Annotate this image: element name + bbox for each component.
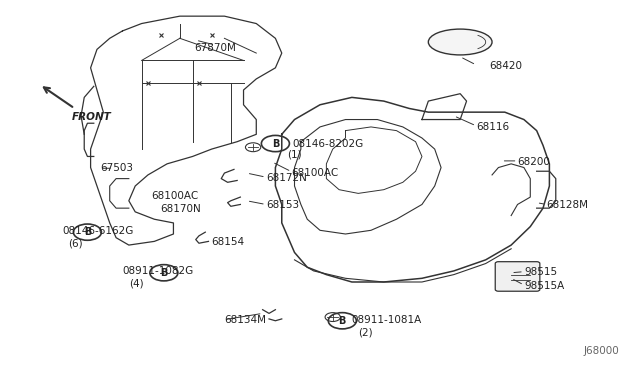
Text: 68128M: 68128M <box>546 200 588 210</box>
Text: B: B <box>272 138 279 148</box>
Text: 68134M: 68134M <box>225 315 266 325</box>
Text: B: B <box>160 268 168 278</box>
Text: 98515: 98515 <box>524 267 557 277</box>
FancyBboxPatch shape <box>495 262 540 291</box>
Text: 68154: 68154 <box>212 237 244 247</box>
Text: 67503: 67503 <box>100 163 133 173</box>
Text: (4): (4) <box>129 279 143 289</box>
Text: (6): (6) <box>68 239 83 249</box>
Text: 68100AC: 68100AC <box>291 168 339 178</box>
Ellipse shape <box>428 29 492 55</box>
Text: J68000: J68000 <box>584 346 620 356</box>
Text: 68172N: 68172N <box>266 173 307 183</box>
Text: 98515A: 98515A <box>524 281 564 291</box>
Text: B: B <box>84 227 91 237</box>
Text: 08146-8202G: 08146-8202G <box>292 138 364 148</box>
Text: 67870M: 67870M <box>194 42 236 52</box>
Text: 68170N: 68170N <box>161 204 202 214</box>
Text: B: B <box>339 316 346 326</box>
Text: (2): (2) <box>358 328 373 337</box>
Text: 68200: 68200 <box>518 157 550 167</box>
Text: 68153: 68153 <box>266 200 299 210</box>
Text: 08146-6162G: 08146-6162G <box>62 226 133 236</box>
Text: 68420: 68420 <box>489 61 522 71</box>
Text: FRONT: FRONT <box>72 112 111 122</box>
Text: 68116: 68116 <box>476 122 509 132</box>
Text: (1): (1) <box>287 150 302 160</box>
Text: 08911-1082G: 08911-1082G <box>122 266 194 276</box>
Text: 08911-1081A: 08911-1081A <box>352 315 422 325</box>
Text: 68100AC: 68100AC <box>151 191 198 201</box>
